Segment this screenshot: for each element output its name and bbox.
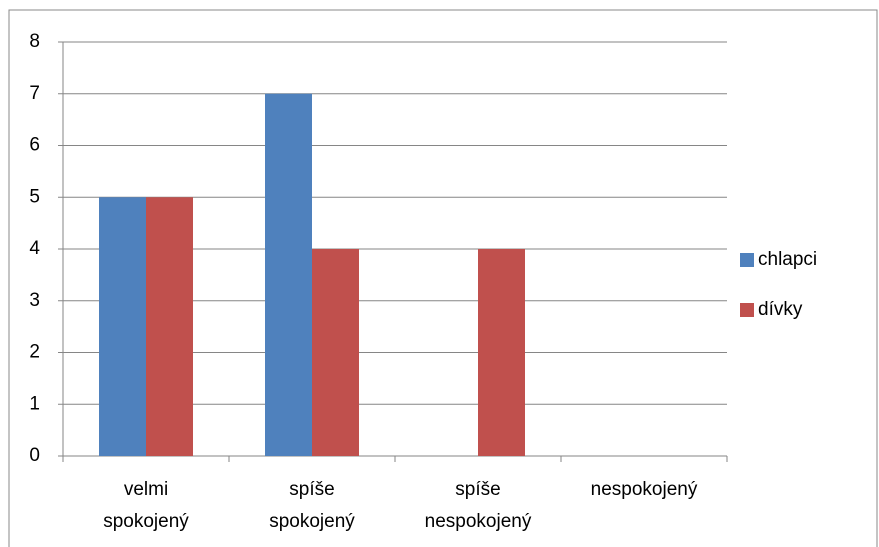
x-tick-label: spíše spokojený (269, 479, 355, 532)
bar (146, 197, 193, 456)
bar (312, 249, 359, 456)
y-tick-label: 8 (29, 31, 40, 52)
bar (478, 249, 525, 456)
legend-label: chlapci (758, 249, 817, 270)
x-tick-label: velmi spokojený (103, 479, 189, 532)
y-tick-label: 7 (29, 83, 40, 104)
y-tick-label: 6 (29, 135, 40, 156)
y-tick-label: 3 (29, 290, 40, 311)
chart-frame (8, 9, 878, 547)
y-tick-label: 0 (29, 445, 40, 466)
legend-label: dívky (758, 299, 803, 320)
x-tick-label: spíše nespokojený (425, 479, 532, 532)
y-tick-label: 1 (29, 393, 40, 414)
y-tick-label: 5 (29, 186, 40, 207)
x-tick-label: nespokojený (591, 479, 698, 500)
legend-swatch (740, 303, 754, 317)
bar (99, 197, 146, 456)
y-tick-label: 2 (29, 342, 40, 363)
y-tick-label: 4 (29, 238, 40, 259)
legend-swatch (740, 253, 754, 267)
bar (265, 93, 312, 456)
